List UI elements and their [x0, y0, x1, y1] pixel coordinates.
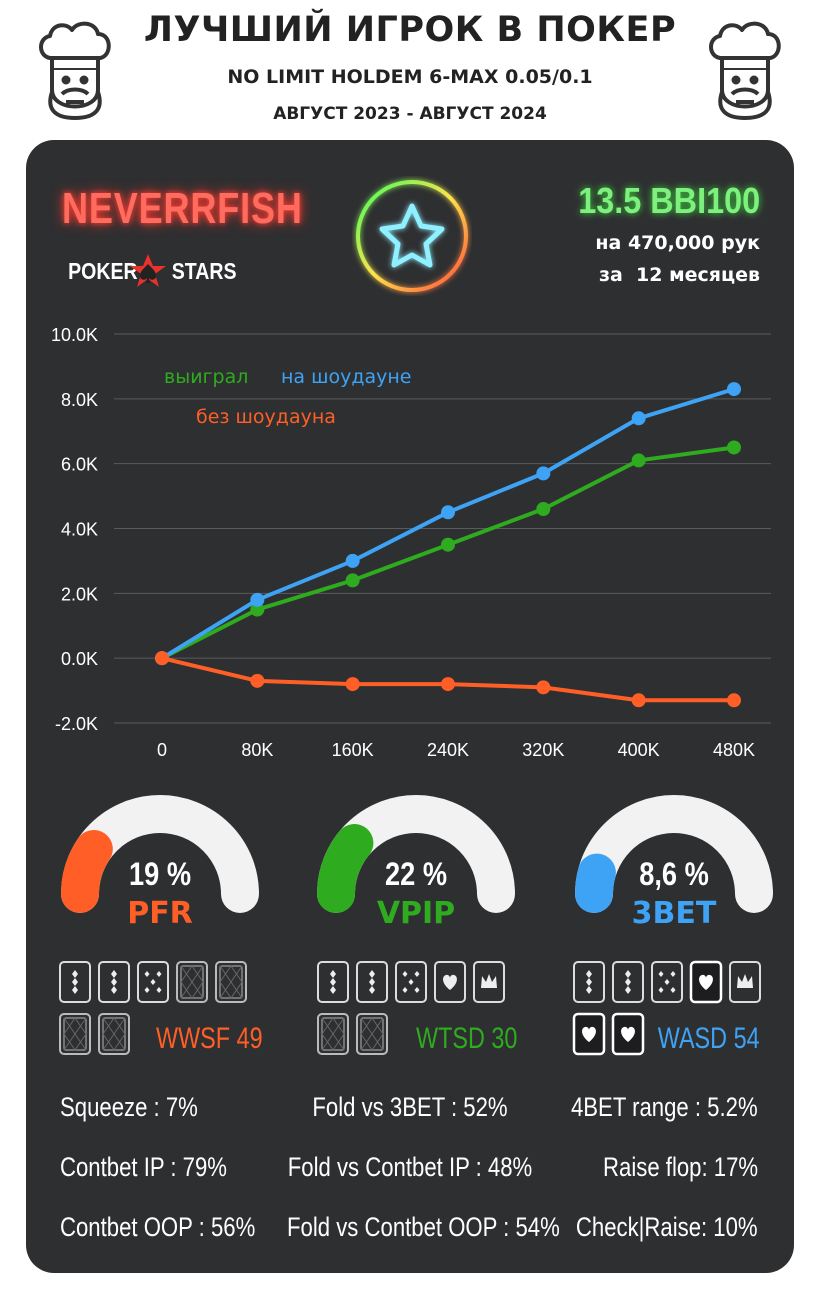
- data-point: [345, 677, 360, 692]
- gauge-value: 22 %: [385, 856, 447, 892]
- chef-icon: [709, 21, 781, 120]
- gauge-value: 19 %: [129, 856, 191, 892]
- data-point: [631, 693, 646, 708]
- logo-text-right: STARS: [171, 258, 237, 284]
- data-point: [441, 505, 455, 520]
- series-line: [160, 387, 735, 660]
- gauge-label: VPIP: [376, 896, 456, 931]
- legend-showdown: на шоудауне: [281, 366, 412, 388]
- stat-squeeze: Squeeze : 7%: [60, 1092, 198, 1122]
- stat-contbet-oop: Contbet OOP : 56%: [60, 1212, 256, 1242]
- data-point: [155, 651, 169, 666]
- data-point: [441, 677, 455, 692]
- stat-4bet-range: 4BET range : 5.2%: [571, 1092, 758, 1122]
- player-name: NEVERRFISH: [62, 184, 303, 233]
- x-tick-label: 0: [157, 740, 167, 760]
- stat-fold-vs-3bet: Fold vs 3BET : 52%: [312, 1092, 508, 1122]
- profit-line-chart: 10.0K 8.0K 6.0K 4.0K 2.0K 0.0K -2.0K 0 80K 160K 2…: [51, 325, 771, 760]
- data-point: [727, 382, 741, 397]
- x-tick-label: 240K: [427, 740, 469, 760]
- star-spade-icon: [130, 254, 166, 287]
- gauge-fill: [60, 830, 113, 913]
- y-tick-label: 6.0K: [61, 455, 98, 475]
- logo-text-left: POKER: [68, 258, 138, 284]
- data-point: [727, 693, 741, 708]
- x-tick-label: 80K: [241, 740, 273, 760]
- y-tick-label: 4.0K: [61, 520, 98, 540]
- data-point: [250, 602, 265, 617]
- star-badge-icon: [356, 180, 468, 292]
- gauge-fill: [574, 853, 616, 913]
- x-tick-label: 160K: [332, 740, 374, 760]
- winrate: 13.5 BBI100: [578, 180, 760, 221]
- y-tick-label: -2.0K: [55, 714, 98, 734]
- legend-won: выиграл: [164, 366, 248, 388]
- legend-non-showdown: без шоудауна: [196, 406, 336, 428]
- data-point: [631, 411, 646, 426]
- series-line: [161, 445, 735, 660]
- wasd-stat: WASD 54: [658, 1022, 760, 1055]
- gauge-fill: [317, 824, 374, 913]
- stat-contbet-ip: Contbet IP : 79%: [60, 1152, 227, 1182]
- stats-card: NEVERRFISH POKER STARS 13.5 BBI100 на 47…: [26, 140, 794, 1273]
- stat-fold-vs-contbet-ip: Fold vs Contbet IP : 48%: [287, 1152, 533, 1182]
- y-tick-label: 2.0K: [61, 584, 98, 604]
- y-tick-label: 10.0K: [51, 325, 98, 345]
- data-point: [536, 466, 551, 481]
- x-tick-label: 480K: [713, 740, 755, 760]
- page-title: ЛУЧШИЙ ИГРОК В ПОКЕР: [143, 10, 677, 50]
- gauge-vpip: [317, 795, 515, 913]
- data-point: [345, 573, 360, 588]
- gauge-label: 3BET: [631, 896, 717, 931]
- hands-count: на 470,000 рук: [595, 232, 760, 254]
- gauge-label: PFR: [127, 896, 193, 931]
- chef-icon: [39, 21, 111, 120]
- gauge-pfr: [60, 795, 259, 913]
- y-tick-label: 8.0K: [61, 390, 98, 410]
- stat-check-raise: Check|Raise: 10%: [576, 1212, 758, 1242]
- data-point: [631, 453, 646, 468]
- pokerstars-logo: POKER STARS: [62, 252, 252, 292]
- data-point: [536, 680, 551, 695]
- data-point: [250, 592, 265, 607]
- y-tick-label: 0.0K: [61, 649, 98, 669]
- data-point: [536, 502, 551, 517]
- stat-fold-vs-contbet-oop: Fold vs Contbet OOP : 54%: [287, 1212, 560, 1242]
- period: АВГУСТ 2023 - АВГУСТ 2024: [273, 104, 547, 124]
- x-tick-label: 320K: [522, 740, 564, 760]
- data-point: [441, 537, 455, 552]
- data-point: [250, 673, 265, 688]
- x-tick-label: 400K: [618, 740, 660, 760]
- stat-raise-flop: Raise flop: 17%: [602, 1152, 758, 1182]
- wtsd-stat: WTSD 30: [416, 1022, 518, 1055]
- data-point: [345, 553, 360, 568]
- wwsf-stat: WWSF 49: [156, 1022, 263, 1055]
- game-format: NO LIMIT HOLDEM 6-MAX 0.05/0.1: [227, 66, 593, 88]
- gauge-value: 8,6 %: [639, 856, 709, 892]
- data-point: [727, 440, 741, 455]
- months-count: за 12 месяцев: [598, 264, 760, 286]
- gauge-3bet: [574, 795, 773, 913]
